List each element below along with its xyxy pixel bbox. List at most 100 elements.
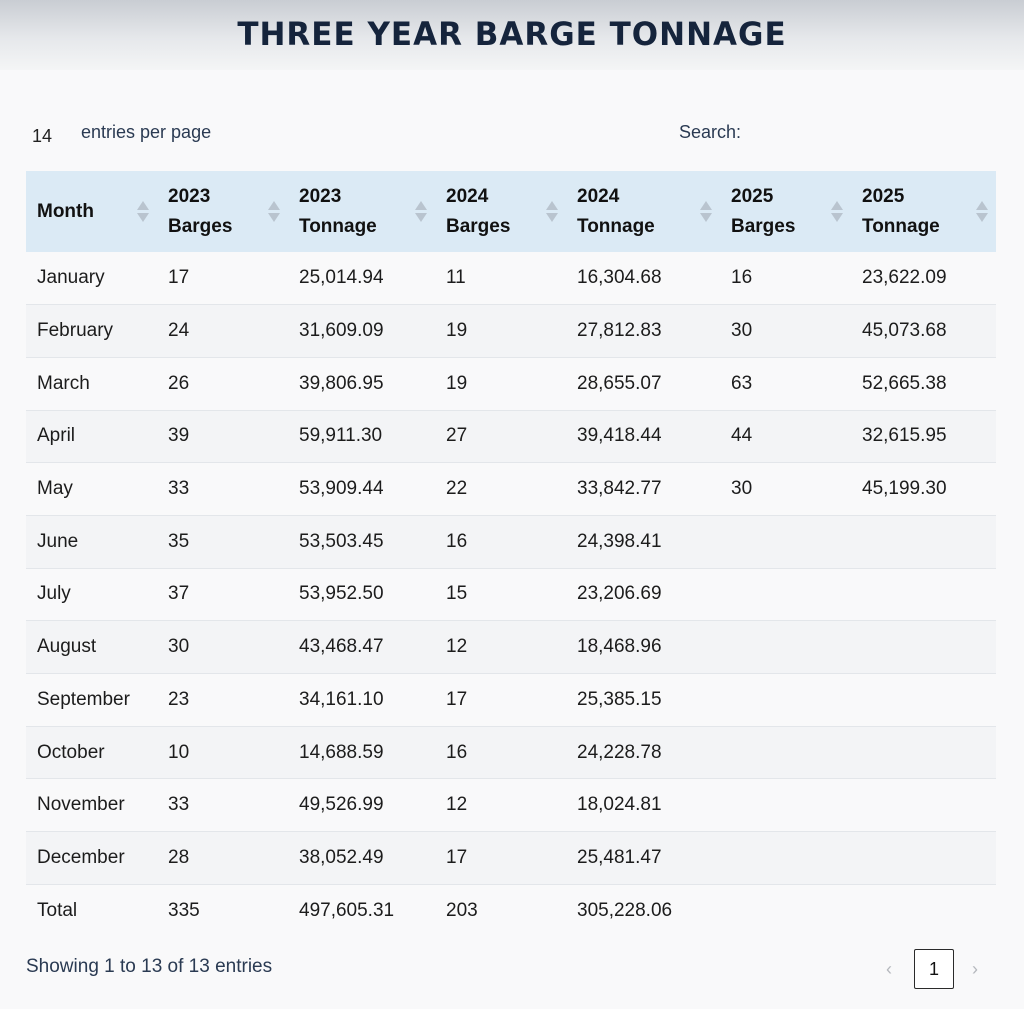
cell-month: April xyxy=(37,425,76,447)
page-1-button[interactable]: 1 xyxy=(914,949,954,989)
cell-2023-tonnage: 497,605.31 xyxy=(299,899,395,921)
cell-2025-barges xyxy=(720,568,851,621)
sort-descending-icon xyxy=(268,213,280,222)
sort-ascending-icon xyxy=(831,201,843,210)
page-title: THREE YEAR BARGE TONNAGE xyxy=(237,16,787,54)
column-header-sublabel: Tonnage xyxy=(299,215,377,237)
cell-2024-barges: 19 xyxy=(446,372,468,394)
cell-2024-tonnage: 18,468.96 xyxy=(577,636,662,658)
cell-2025-tonnage xyxy=(851,515,996,568)
cell-2024-barges: 17 xyxy=(446,846,468,868)
sort-descending-icon xyxy=(976,213,988,222)
sort-icon[interactable] xyxy=(415,198,427,226)
sort-ascending-icon xyxy=(137,201,149,210)
cell-month: March xyxy=(37,372,90,394)
cell-2023-tonnage: 39,806.95 xyxy=(299,372,384,394)
sort-icon[interactable] xyxy=(831,198,843,226)
cell-2024-tonnage: 24,228.78 xyxy=(577,741,662,763)
cell-2024-barges: 203 xyxy=(446,899,478,921)
cell-2025-barges: 44 xyxy=(731,425,753,447)
sort-icon[interactable] xyxy=(137,198,149,226)
cell-month: Total xyxy=(37,899,78,921)
column-header-2025-barges[interactable]: 2025 Barges xyxy=(720,171,851,252)
column-header-month[interactable]: Month xyxy=(26,171,157,252)
cell-2025-tonnage xyxy=(851,884,996,937)
cell-2025-barges xyxy=(720,674,851,727)
sort-descending-icon xyxy=(700,213,712,222)
previous-page-icon[interactable]: ‹ xyxy=(886,959,892,979)
column-header-sublabel: Tonnage xyxy=(862,215,940,237)
column-header-label: 2024 xyxy=(446,185,489,207)
cell-month: November xyxy=(37,794,125,816)
cell-2024-tonnage: 305,228.06 xyxy=(577,899,673,921)
sort-ascending-icon xyxy=(976,201,988,210)
sort-ascending-icon xyxy=(268,201,280,210)
cell-2023-tonnage: 59,911.30 xyxy=(299,425,383,447)
cell-2023-barges: 23 xyxy=(168,688,190,710)
cell-2023-tonnage: 38,052.49 xyxy=(299,846,384,868)
table-controls: 14 entries per page Search: xyxy=(0,118,1024,148)
column-header-sublabel: Barges xyxy=(731,215,796,237)
table-row: April 39 59,911.30 27 39,418.44 44 32,615.95 xyxy=(26,410,996,463)
column-header-2024-barges[interactable]: 2024 Barges xyxy=(435,171,566,252)
column-header-2023-barges[interactable]: 2023 Barges xyxy=(157,171,288,252)
sort-ascending-icon xyxy=(546,201,558,210)
cell-month: May xyxy=(37,478,73,500)
table-row: January 17 25,014.94 11 16,304.68 16 23,622.09 xyxy=(26,252,996,305)
sort-descending-icon xyxy=(415,213,427,222)
cell-2025-barges xyxy=(720,726,851,779)
column-header-2025-tonnage[interactable]: 2025 Tonnage xyxy=(851,171,996,252)
cell-2025-tonnage xyxy=(851,779,996,832)
cell-2024-barges: 11 xyxy=(446,267,466,289)
sort-descending-icon xyxy=(831,213,843,222)
sort-icon[interactable] xyxy=(976,198,988,226)
table-row: February 24 31,609.09 19 27,812.83 30 45,073.6… xyxy=(26,304,996,358)
cell-2024-barges: 19 xyxy=(446,320,468,342)
cell-2025-tonnage xyxy=(851,621,996,674)
entries-per-page-select[interactable]: 14 xyxy=(32,126,53,146)
table-row: March 26 39,806.95 19 28,655.07 63 52,665.38 xyxy=(26,357,996,411)
cell-2024-barges: 27 xyxy=(446,425,468,447)
pagination: ‹ 1 › xyxy=(880,949,990,989)
cell-2023-tonnage: 49,526.99 xyxy=(299,794,384,816)
cell-2023-tonnage: 34,161.10 xyxy=(299,688,384,710)
cell-2024-tonnage: 28,655.07 xyxy=(577,372,662,394)
cell-2025-tonnage: 23,622.09 xyxy=(862,267,947,289)
cell-2025-barges xyxy=(720,884,851,937)
search-input[interactable] xyxy=(760,118,1000,148)
cell-2025-tonnage xyxy=(851,726,996,779)
cell-2025-tonnage: 52,665.38 xyxy=(862,372,947,394)
cell-2023-barges: 10 xyxy=(168,741,190,763)
column-header-2023-tonnage[interactable]: 2023 Tonnage xyxy=(288,171,435,252)
cell-month: July xyxy=(37,583,71,605)
column-header-2024-tonnage[interactable]: 2024 Tonnage xyxy=(566,171,720,252)
cell-2023-barges: 39 xyxy=(168,425,190,447)
cell-2025-barges: 63 xyxy=(731,372,753,394)
cell-2023-barges: 26 xyxy=(168,372,190,394)
cell-month: August xyxy=(37,636,97,658)
column-header-sublabel: Barges xyxy=(446,215,511,237)
next-page-icon[interactable]: › xyxy=(972,959,978,979)
cell-month: October xyxy=(37,741,105,763)
cell-2025-barges xyxy=(720,779,851,832)
cell-month: January xyxy=(37,267,105,289)
column-header-label: Month xyxy=(37,200,94,222)
sort-icon[interactable] xyxy=(546,198,558,226)
table-row: June 35 53,503.45 16 24,398.41 xyxy=(26,515,996,569)
sort-icon[interactable] xyxy=(268,198,280,226)
cell-2025-tonnage: 45,199.30 xyxy=(862,478,947,500)
column-header-label: 2023 xyxy=(168,185,211,207)
table-info: Showing 1 to 13 of 13 entries xyxy=(26,956,273,977)
table-body: January 17 25,014.94 11 16,304.68 16 23,622.09… xyxy=(26,252,996,937)
cell-2024-barges: 12 xyxy=(446,794,468,816)
cell-2023-barges: 24 xyxy=(168,320,190,342)
sort-descending-icon xyxy=(546,213,558,222)
sort-icon[interactable] xyxy=(700,198,712,226)
cell-2024-barges: 16 xyxy=(446,741,468,763)
sort-ascending-icon xyxy=(700,201,712,210)
cell-2023-tonnage: 31,609.09 xyxy=(299,320,384,342)
table-row: December 28 38,052.49 17 25,481.47 xyxy=(26,831,996,885)
cell-2024-barges: 17 xyxy=(446,688,468,710)
cell-2024-tonnage: 24,398.41 xyxy=(577,530,662,552)
entries-per-page-label: entries per page xyxy=(81,122,212,142)
